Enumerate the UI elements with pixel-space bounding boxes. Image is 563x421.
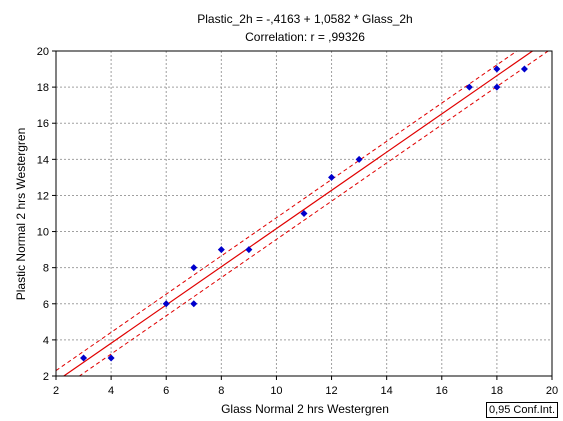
y-tick-label: 20 xyxy=(37,46,49,58)
x-axis-title: Glass Normal 2 hrs Westergren xyxy=(221,402,389,416)
plot-frame xyxy=(55,50,553,377)
confidence-lower-line xyxy=(78,51,550,376)
data-point xyxy=(190,300,198,308)
x-axis-ticks: 2 4 6 8 10 12 14 16 18 20 xyxy=(53,376,558,397)
data-point xyxy=(107,354,115,362)
regression-line xyxy=(62,51,534,376)
y-tick-label: 18 xyxy=(37,82,49,94)
y-tick-label: 10 xyxy=(37,227,49,239)
chart-title: Plastic_2h = -,4163 + 1,0582 * Glass_2h xyxy=(197,12,412,26)
confidence-legend: 0,95 Conf.Int. xyxy=(486,402,558,418)
data-point xyxy=(465,83,473,91)
y-axis-ticks: 2 4 6 8 10 12 14 16 18 20 xyxy=(37,46,56,383)
data-points xyxy=(80,65,528,362)
confidence-band xyxy=(56,51,550,376)
data-point xyxy=(355,155,363,163)
y-tick-label: 12 xyxy=(37,190,49,202)
data-point xyxy=(217,246,225,254)
x-tick-label: 4 xyxy=(108,385,114,397)
x-tick-label: 14 xyxy=(381,385,393,397)
y-tick-label: 16 xyxy=(37,118,49,130)
data-point xyxy=(493,83,501,91)
chart-subtitle: Correlation: r = ,99326 xyxy=(245,30,365,44)
data-point xyxy=(190,264,198,272)
y-tick-label: 8 xyxy=(43,263,49,275)
x-tick-label: 2 xyxy=(53,385,59,397)
data-point xyxy=(493,65,501,73)
y-tick-label: 14 xyxy=(37,154,49,166)
x-tick-label: 20 xyxy=(546,385,558,397)
grid-lines xyxy=(56,51,552,376)
data-point xyxy=(245,246,253,254)
regression-layer xyxy=(62,51,534,376)
y-tick-label: 6 xyxy=(43,299,49,311)
data-point xyxy=(162,300,170,308)
y-tick-label: 4 xyxy=(43,335,49,347)
data-point xyxy=(80,354,88,362)
confidence-upper-line xyxy=(56,51,518,371)
x-tick-label: 12 xyxy=(325,385,337,397)
x-tick-label: 16 xyxy=(436,385,448,397)
data-point xyxy=(300,210,308,217)
x-tick-label: 10 xyxy=(270,385,282,397)
y-tick-label: 2 xyxy=(43,371,49,383)
y-axis-title: Plastic Normal 2 hrs Westergren xyxy=(14,128,28,301)
data-point xyxy=(328,173,336,181)
x-tick-label: 8 xyxy=(218,385,224,397)
data-point xyxy=(520,65,528,73)
x-tick-label: 18 xyxy=(491,385,503,397)
x-tick-label: 6 xyxy=(163,385,169,397)
